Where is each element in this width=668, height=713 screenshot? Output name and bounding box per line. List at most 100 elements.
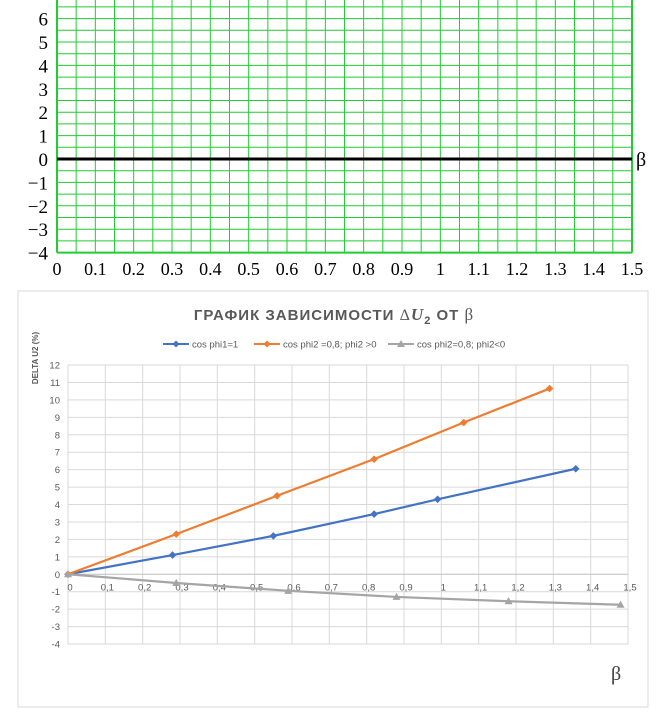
series-point-3 (284, 586, 293, 594)
top-y-tick-labels: 654 32 10−1 −2−3 −4 (28, 10, 49, 265)
legend-marker (172, 340, 180, 348)
top-x-tick-label: 1 (436, 259, 445, 279)
top-x-axis-label: β (636, 149, 646, 171)
top-x-tick-label: 1.3 (544, 259, 567, 279)
bottom-x-tick-label: 1,3 (549, 582, 562, 593)
bottom-x-tick-label: 1,4 (586, 582, 599, 593)
bottom-y-tick-label: 12 (49, 361, 60, 372)
bottom-y-tick-label: 0 (55, 570, 60, 581)
chart-title-beta: β (464, 305, 474, 324)
legend-entry-2: cos phi2 =0,8; phi2 >0 (283, 340, 377, 351)
top-x-tick-label: 0.7 (314, 259, 337, 279)
top-y-tick-label: 1 (39, 127, 49, 148)
top-y-tick-label: 0 (39, 150, 49, 171)
top-x-tick-label: 1.1 (467, 259, 490, 279)
chart-title-var: U (411, 305, 424, 324)
chart-title-sub: 2 (424, 315, 431, 327)
top-x-tick-label: 0 (53, 259, 62, 279)
series-point-2 (459, 418, 468, 427)
top-y-tick-label: 6 (39, 10, 49, 31)
top-y-tick-label: 5 (39, 33, 49, 54)
series-line-3 (67, 573, 621, 606)
chart-frame (17, 290, 649, 708)
bottom-y-tick-label: 8 (55, 430, 60, 441)
top-y-tick-label: −3 (28, 220, 48, 241)
bottom-y-tick-label: 2 (55, 535, 60, 546)
bottom-series (64, 384, 625, 608)
top-y-tick-label: 2 (39, 103, 49, 124)
bottom-x-tick-label: 1,1 (474, 582, 487, 593)
top-x-tick-label: 0.2 (122, 259, 145, 279)
series-point-3 (172, 578, 181, 586)
top-y-tick-label: −1 (28, 173, 48, 194)
chart-title-delta: Δ (400, 307, 411, 324)
chart-title: ГРАФИК ЗАВИСИМОСТИ ΔU2 ОТ β (194, 305, 474, 327)
series-point-3 (504, 597, 513, 605)
chart-title-suffix: ОТ (431, 307, 464, 324)
bottom-x-tick-label: 1,2 (511, 582, 524, 593)
series-point-2 (370, 455, 378, 463)
top-grid-lines (56, 0, 633, 254)
top-x-tick-labels: 0 0.1 0.2 0.3 0.4 0.5 0.6 0.7 0.8 0.9 1 1.1 1.2 1.3 1.… (53, 259, 644, 279)
top-x-tick-label: 0.3 (161, 259, 184, 279)
series-line-2 (67, 387, 551, 576)
top-x-tick-label: 1.5 (621, 259, 644, 279)
bottom-x-tick-label: 1,5 (623, 582, 636, 593)
top-x-tick-label: 0.8 (352, 259, 375, 279)
top-x-tick-label: 1.4 (582, 259, 605, 279)
bottom-x-tick-label: 0,9 (399, 582, 412, 593)
top-y-tick-label: −2 (28, 197, 48, 218)
bottom-x-tick-label: 0,7 (325, 582, 338, 593)
legend-entry-1: cos phi1=1 (192, 340, 238, 351)
top-y-tick-label: 4 (39, 56, 49, 77)
bottom-y-tick-label: 4 (55, 500, 60, 511)
bottom-y-tick-label: 9 (55, 413, 60, 424)
bottom-y-tick-label: 5 (55, 483, 60, 494)
bottom-x-tick-label: 0,6 (287, 582, 300, 593)
bottom-x-tick-label: 1 (441, 582, 446, 593)
bottom-x-tick-label: 0,1 (101, 582, 114, 593)
bottom-x-axis-label: β (611, 663, 621, 685)
series-point-3 (64, 570, 72, 578)
top-y-tick-label: −4 (28, 244, 49, 265)
series-line-1 (67, 467, 576, 576)
bottom-y-tick-label: 1 (55, 552, 60, 563)
series-point-2 (545, 384, 554, 393)
series-point-1 (433, 495, 442, 504)
bottom-y-tick-label: -3 (52, 622, 60, 633)
series-point-2 (172, 530, 181, 538)
bottom-y-tick-label: 10 (49, 395, 60, 406)
bottom-x-tick-label: 0,2 (138, 582, 151, 593)
legend-marker (397, 340, 405, 347)
series-point-1 (571, 464, 580, 473)
bottom-y-tick-label: 3 (55, 517, 60, 528)
legend-entry-3: cos phi2=0,8; phi2<0 (417, 340, 505, 351)
legend-marker (263, 340, 271, 348)
series-point-1 (269, 532, 278, 540)
bottom-x-tick-label: 0,4 (213, 582, 226, 593)
top-x-tick-label: 0.4 (199, 259, 222, 279)
bottom-y-tick-label: -1 (52, 587, 60, 598)
bottom-x-tick-label: 0 (67, 582, 72, 593)
top-x-tick-label: 0.6 (276, 259, 299, 279)
bottom-grid-lines (67, 364, 629, 645)
series-point-3 (392, 592, 401, 600)
bottom-y-tick-label: -4 (52, 640, 60, 651)
top-x-tick-label: 0.5 (237, 259, 260, 279)
top-y-tick-label: 3 (39, 80, 49, 101)
top-x-tick-label: 1.2 (506, 259, 529, 279)
series-point-1 (370, 510, 378, 518)
chart-title-prefix: ГРАФИК ЗАВИСИМОСТИ (194, 307, 400, 324)
bottom-y-tick-label: 7 (55, 448, 60, 459)
top-x-tick-label: 0.9 (391, 259, 414, 279)
bottom-y-tick-label: 6 (55, 465, 60, 476)
bottom-y-tick-label: 11 (50, 378, 60, 389)
top-x-tick-label: 0.1 (84, 259, 107, 279)
series-point-3 (616, 600, 625, 608)
legend: cos phi1=1 cos phi2 =0,8; phi2 >0 cos phi2… (163, 340, 505, 351)
bottom-x-tick-label: 0,8 (362, 582, 375, 593)
series-point-2 (273, 491, 281, 500)
bottom-x-tick-label: 0,3 (175, 582, 188, 593)
